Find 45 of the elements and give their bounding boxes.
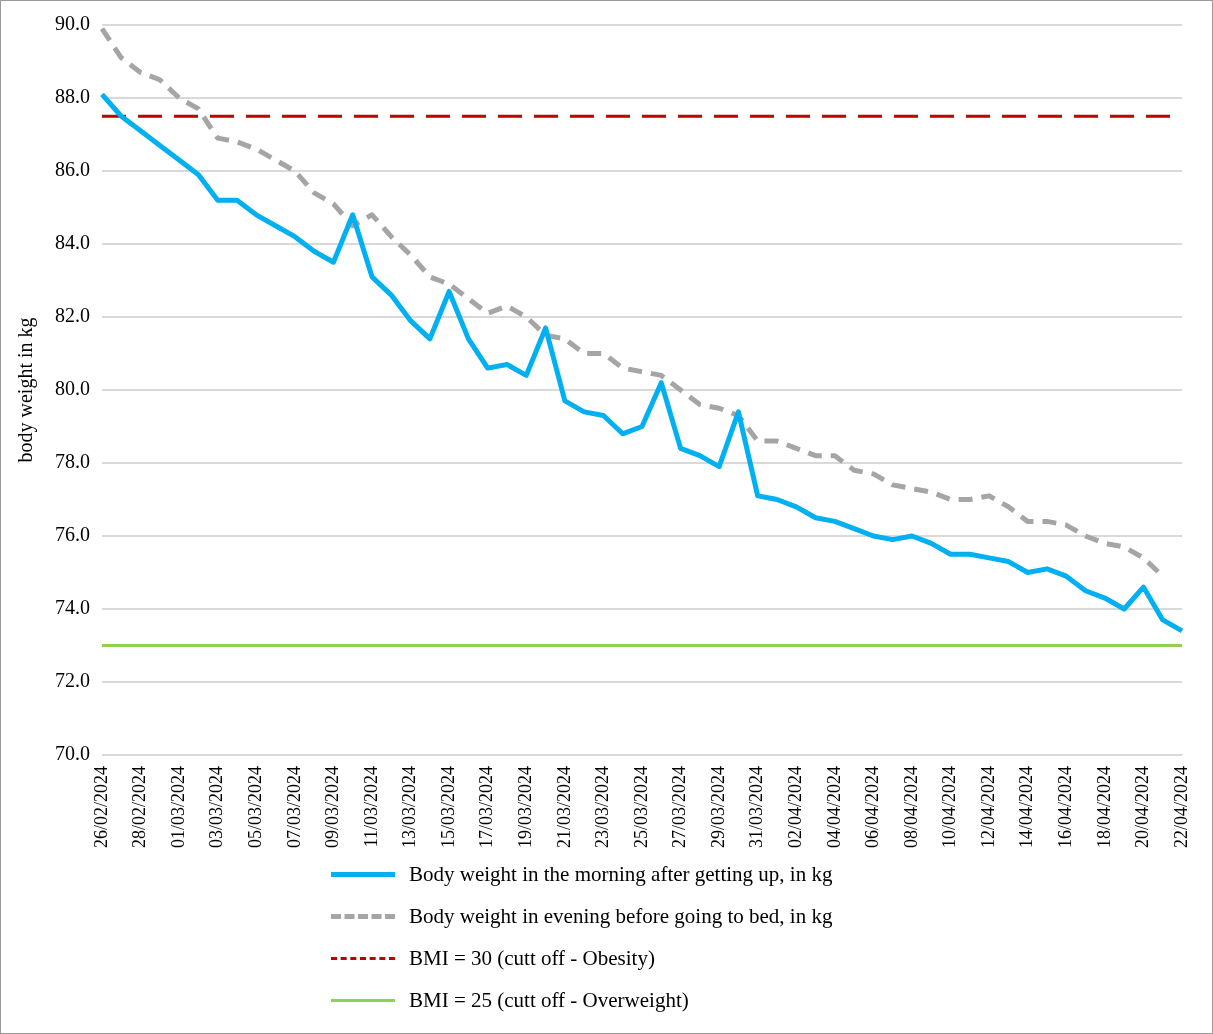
legend-label: Body weight in the morning after getting up, in kg xyxy=(409,861,833,887)
x-tick-label: 27/03/2024 xyxy=(669,766,690,849)
x-tick-label: 04/04/2024 xyxy=(823,766,844,849)
x-tick-label: 17/03/2024 xyxy=(476,766,497,849)
y-tick-label: 82.0 xyxy=(55,304,90,327)
y-tick-label: 88.0 xyxy=(55,85,90,108)
x-tick-label: 28/02/2024 xyxy=(129,766,150,849)
y-tick-label: 90.0 xyxy=(55,12,90,35)
x-tick-label: 18/04/2024 xyxy=(1093,766,1114,849)
x-tick-label: 12/04/2024 xyxy=(977,766,998,849)
legend-label: BMI = 30 (cutt off - Obesity) xyxy=(409,945,655,971)
x-tick-label: 11/03/2024 xyxy=(360,766,381,848)
x-tick-label: 07/03/2024 xyxy=(283,766,304,849)
x-tick-label: 19/03/2024 xyxy=(515,766,536,849)
x-tick-label: 09/03/2024 xyxy=(322,766,343,849)
x-tick-label: 10/04/2024 xyxy=(939,766,960,849)
legend-label: Body weight in evening before going to bed, in kg xyxy=(409,903,833,929)
x-tick-label: 21/03/2024 xyxy=(553,766,574,849)
x-tick-label: 02/04/2024 xyxy=(785,766,806,849)
x-tick-label: 31/03/2024 xyxy=(746,766,767,849)
y-tick-label: 86.0 xyxy=(55,158,90,181)
x-tick-label: 03/03/2024 xyxy=(206,766,227,849)
y-tick-label: 84.0 xyxy=(55,231,90,254)
y-tick-label: 76.0 xyxy=(55,523,90,546)
x-tick-label: 15/03/2024 xyxy=(437,766,458,849)
legend-label: BMI = 25 (cutt off - Overweight) xyxy=(409,987,689,1013)
x-tick-label: 25/03/2024 xyxy=(630,766,651,849)
x-tick-label: 05/03/2024 xyxy=(245,766,266,849)
x-tick-label: 08/04/2024 xyxy=(900,766,921,849)
y-tick-label: 70.0 xyxy=(55,742,90,765)
y-tick-label: 74.0 xyxy=(55,596,90,619)
x-tick-label: 01/03/2024 xyxy=(167,766,188,849)
x-tick-label: 20/04/2024 xyxy=(1132,766,1153,849)
y-axis-title: body weight in kg xyxy=(14,317,38,463)
x-tick-label: 22/04/2024 xyxy=(1170,766,1191,849)
x-tick-label: 29/03/2024 xyxy=(707,766,728,849)
x-tick-label: 16/04/2024 xyxy=(1055,766,1076,849)
y-tick-label: 72.0 xyxy=(55,669,90,692)
x-tick-label: 13/03/2024 xyxy=(399,766,420,849)
x-tick-label: 26/02/2024 xyxy=(90,766,111,849)
x-tick-label: 14/04/2024 xyxy=(1016,766,1037,849)
y-tick-label: 80.0 xyxy=(55,377,90,400)
x-tick-label: 23/03/2024 xyxy=(592,766,613,849)
x-tick-label: 06/04/2024 xyxy=(862,766,883,849)
y-tick-label: 78.0 xyxy=(55,450,90,473)
